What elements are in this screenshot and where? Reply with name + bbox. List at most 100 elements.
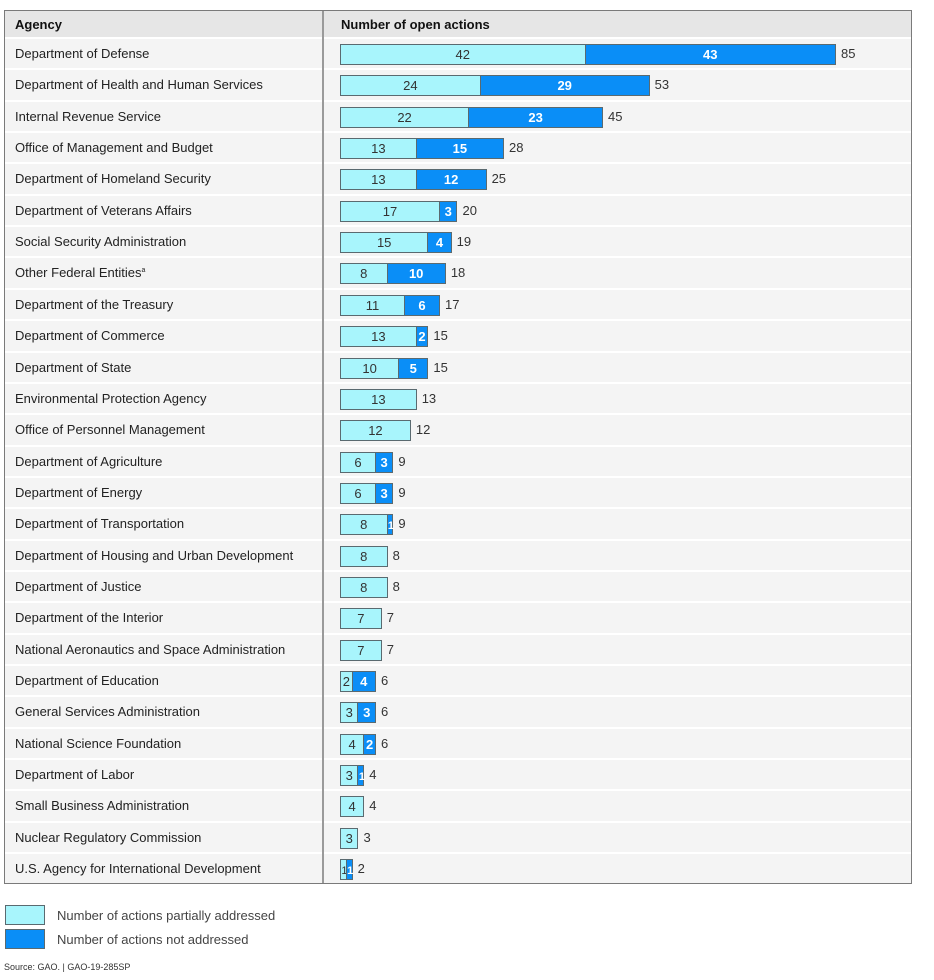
bar-partially-addressed: 13 bbox=[340, 169, 417, 191]
bar-partially-addressed: 3 bbox=[340, 702, 359, 724]
agency-label: Social Security Administration bbox=[15, 234, 187, 250]
bar-not-addressed: 1 bbox=[357, 765, 365, 787]
bar-partially-addressed: 42 bbox=[340, 44, 586, 65]
table-row: Department of Agriculture 6 3 9 bbox=[5, 444, 911, 476]
total-value-label: 7 bbox=[386, 641, 394, 657]
agency-label: Internal Revenue Service bbox=[15, 108, 161, 124]
agency-label: Department of Transportation bbox=[15, 516, 185, 532]
bar-not-addressed: 5 bbox=[398, 357, 429, 379]
bar-not-addressed: 4 bbox=[427, 232, 452, 254]
agency-label: Department of State bbox=[15, 359, 132, 375]
table-row: Office of Personnel Management 12 12 bbox=[5, 413, 911, 444]
value-column-header: Number of open actions bbox=[341, 17, 490, 32]
table-row: Department of Veterans Affairs 17 3 20 bbox=[5, 193, 911, 225]
bar-value-label: 7 bbox=[357, 611, 365, 627]
bar-not-addressed: 3 bbox=[374, 451, 394, 473]
bar-not-addressed: 3 bbox=[439, 200, 458, 222]
total-value-label: 18 bbox=[450, 265, 466, 281]
bar-partially-addressed: 6 bbox=[340, 482, 376, 504]
agency-label: Department of the Treasury bbox=[15, 296, 174, 312]
agency-label: Department of Housing and Urban Developm… bbox=[15, 547, 294, 563]
bar-value-label: 17 bbox=[382, 203, 398, 219]
bar-partially-addressed: 3 bbox=[340, 827, 359, 849]
agency-label: National Aeronautics and Space Administr… bbox=[15, 641, 286, 657]
agency-label: Department of Labor bbox=[15, 767, 135, 783]
bar-partially-addressed: 8 bbox=[340, 576, 388, 598]
total-value-label: 45 bbox=[608, 108, 623, 124]
total-value-label: 15 bbox=[433, 359, 448, 375]
agency-label: Nuclear Regulatory Commission bbox=[15, 829, 202, 845]
bar-partially-addressed: 8 bbox=[340, 514, 388, 536]
legend-swatch-not-addressed bbox=[5, 929, 45, 949]
table-row: National Aeronautics and Space Administr… bbox=[5, 632, 911, 664]
total-value-label: 9 bbox=[398, 484, 406, 500]
bar-not-addressed: 1 bbox=[345, 859, 353, 881]
total-value-label: 85 bbox=[841, 46, 856, 61]
agency-label: Department of Veterans Affairs bbox=[15, 202, 192, 218]
bar-not-addressed: 15 bbox=[415, 138, 505, 160]
bar-partially-addressed: 10 bbox=[340, 357, 400, 379]
bar-value-label: 15 bbox=[452, 141, 468, 157]
total-value-label: 6 bbox=[380, 735, 389, 751]
bar-partially-addressed: 11 bbox=[340, 294, 406, 316]
bar-value-label: 2 bbox=[365, 736, 374, 752]
bar-value-label: 3 bbox=[444, 203, 452, 219]
agency-label: General Services Administration bbox=[15, 704, 200, 720]
legend-label-not-addressed: Number of actions not addressed bbox=[57, 932, 249, 947]
bar-partially-addressed: 6 bbox=[340, 451, 376, 473]
bar-value-label: 10 bbox=[408, 266, 424, 282]
agency-label: Department of Homeland Security bbox=[15, 171, 211, 187]
total-value-label: 15 bbox=[433, 328, 448, 344]
bar-value-label: 42 bbox=[455, 47, 471, 62]
agency-label: Other Federal Entitiesa bbox=[15, 265, 146, 281]
agency-label: Department of the Interior bbox=[15, 610, 164, 626]
bar-partially-addressed: 24 bbox=[340, 75, 481, 97]
bar-value-label: 29 bbox=[557, 78, 572, 94]
bar-not-addressed: 43 bbox=[584, 44, 836, 65]
total-value-label: 4 bbox=[369, 798, 377, 814]
table-row: Office of Management and Budget 13 15 28 bbox=[5, 131, 911, 162]
bar-value-label: 1 bbox=[341, 865, 347, 878]
total-value-label: 8 bbox=[392, 578, 400, 594]
footnote-marker: a bbox=[141, 267, 146, 275]
agency-label: Department of Defense bbox=[15, 46, 150, 61]
bar-value-label: 3 bbox=[380, 454, 388, 470]
table-row: Small Business Administration 4 4 bbox=[5, 789, 911, 820]
source-note: Source: GAO. | GAO-19-285SP bbox=[4, 962, 131, 972]
bar-not-addressed: 3 bbox=[374, 482, 394, 504]
total-value-label: 28 bbox=[509, 140, 524, 156]
bar-value-label: 3 bbox=[345, 830, 353, 846]
agency-label: Department of Energy bbox=[15, 484, 143, 500]
table-row: Department of Commerce 13 2 15 bbox=[5, 319, 911, 350]
total-value-label: 53 bbox=[654, 77, 670, 93]
bar-value-label: 15 bbox=[376, 235, 392, 251]
bar-value-label: 22 bbox=[397, 109, 412, 125]
agency-label: Office of Personnel Management bbox=[15, 422, 205, 438]
table-row: Nuclear Regulatory Commission 3 3 bbox=[5, 820, 911, 852]
bar-value-label: 1 bbox=[358, 771, 365, 784]
bar-not-addressed: 10 bbox=[386, 263, 446, 285]
total-value-label: 6 bbox=[380, 704, 389, 720]
column-divider bbox=[322, 11, 324, 883]
table-row: Department of Transportation 8 1 9 bbox=[5, 507, 911, 538]
table-row: Department of Education 2 4 6 bbox=[5, 664, 911, 695]
bar-value-label: 4 bbox=[435, 235, 444, 251]
legend-swatch-partial bbox=[5, 905, 45, 925]
total-value-label: 6 bbox=[380, 673, 389, 688]
header-row: Agency Number of open actions bbox=[5, 11, 911, 37]
table-row: U.S. Agency for International Developmen… bbox=[5, 852, 911, 883]
bar-value-label: 3 bbox=[345, 705, 353, 721]
bar-value-label: 23 bbox=[528, 109, 543, 125]
bar-value-label: 1 bbox=[347, 865, 353, 878]
bar-value-label: 7 bbox=[357, 642, 365, 658]
total-value-label: 25 bbox=[491, 171, 507, 187]
bar-not-addressed: 2 bbox=[363, 733, 376, 755]
table-row: Department of State 10 5 15 bbox=[5, 350, 911, 382]
bar-partially-addressed: 17 bbox=[340, 200, 440, 222]
agency-label: Department of Health and Human Services bbox=[15, 77, 263, 93]
table-row: Internal Revenue Service 22 23 45 bbox=[5, 99, 911, 131]
legend-label-partial: Number of actions partially addressed bbox=[57, 908, 276, 923]
total-value-label: 2 bbox=[357, 861, 365, 877]
bar-partially-addressed: 13 bbox=[340, 326, 417, 348]
bar-value-label: 6 bbox=[418, 297, 426, 313]
